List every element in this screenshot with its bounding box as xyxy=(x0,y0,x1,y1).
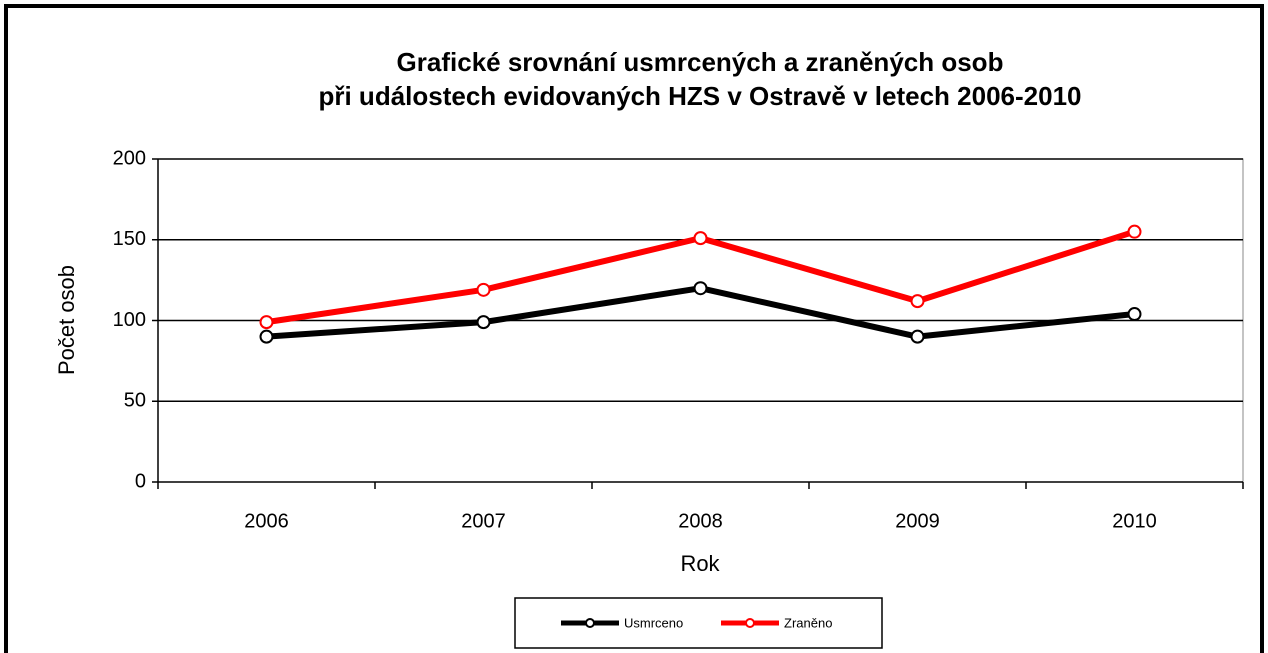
y-tick-label: 100 xyxy=(113,309,146,331)
x-tick-label: 2010 xyxy=(1112,510,1157,532)
chart-title: Grafické srovnání usmrcených a zraněných… xyxy=(397,47,1004,77)
x-tick-label: 2006 xyxy=(244,510,289,532)
data-point xyxy=(476,315,491,330)
data-point xyxy=(1127,307,1142,322)
y-tick-label: 150 xyxy=(113,228,146,250)
data-point xyxy=(693,231,708,246)
data-point xyxy=(910,294,925,309)
data-point xyxy=(693,281,708,296)
legend-marker xyxy=(745,618,755,628)
chart-title: při událostech evidovaných HZS v Ostravě… xyxy=(318,81,1081,111)
x-axis-label: Rok xyxy=(680,551,720,576)
legend-label: Zraněno xyxy=(784,615,832,630)
chart-border xyxy=(4,4,1264,653)
y-axis-label: Počet osob xyxy=(54,265,79,375)
x-tick-label: 2009 xyxy=(895,510,940,532)
data-point xyxy=(910,329,925,344)
data-point xyxy=(259,329,274,344)
data-point xyxy=(1127,224,1142,239)
legend-label: Usmrceno xyxy=(624,615,683,630)
legend-marker xyxy=(585,618,595,628)
y-tick-label: 200 xyxy=(113,147,146,169)
data-point xyxy=(476,282,491,297)
y-tick-label: 50 xyxy=(124,390,146,412)
x-tick-label: 2007 xyxy=(461,510,506,532)
y-tick-label: 0 xyxy=(135,470,146,492)
x-tick-label: 2008 xyxy=(678,510,723,532)
data-point xyxy=(259,315,274,330)
